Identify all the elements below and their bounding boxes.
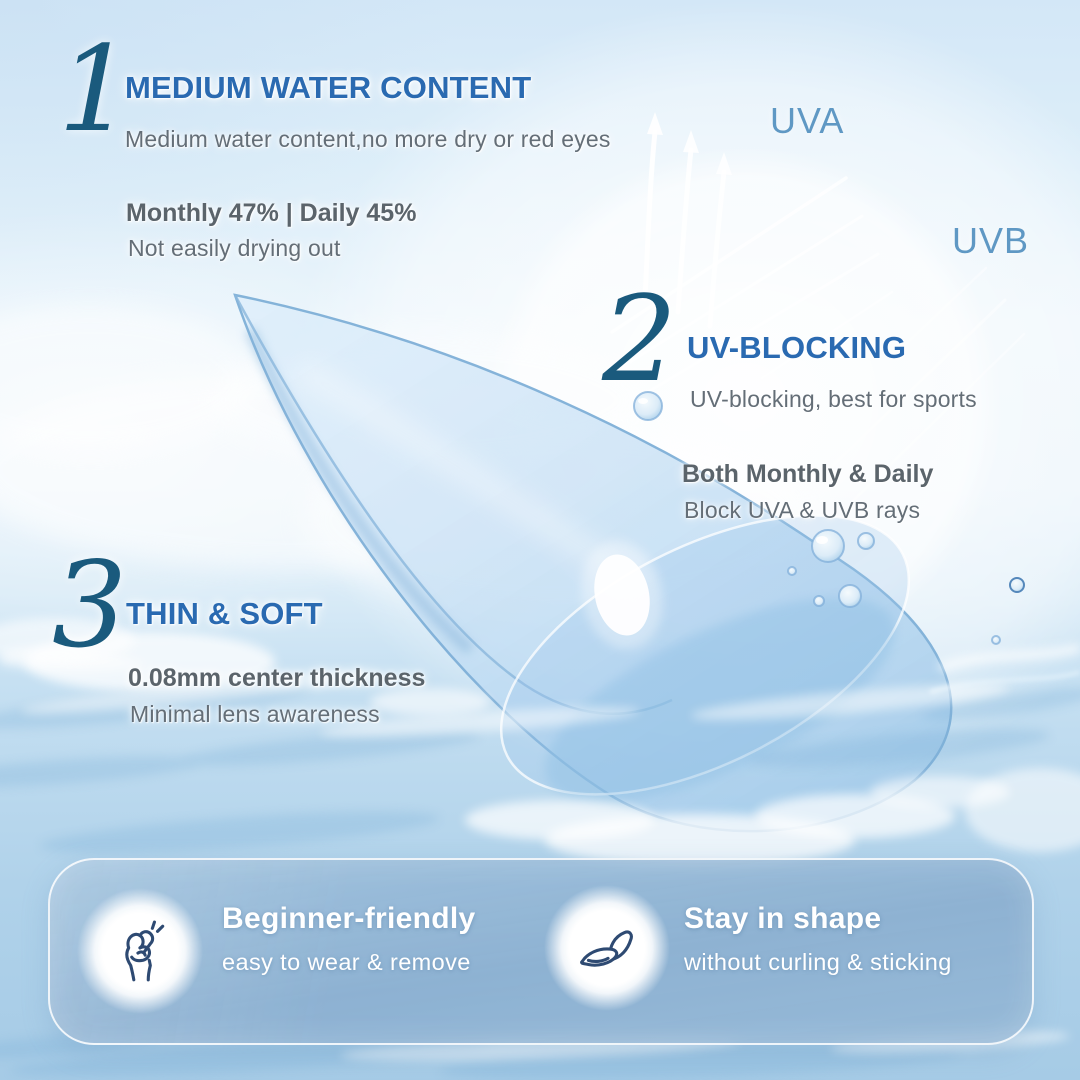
feature-bar: Beginner-friendly easy to wear & remove … — [48, 858, 1034, 1045]
section-3-title: THIN & SOFT — [126, 596, 323, 631]
uva-label: UVA — [770, 100, 845, 141]
section-3-detail-bold: 0.08mm center thickness — [128, 664, 426, 692]
section-1-title: MEDIUM WATER CONTENT — [125, 70, 532, 105]
beginner-friendly-icon-circle — [77, 888, 203, 1014]
section-1-number: 1 — [58, 20, 134, 158]
section-3-number: 3 — [52, 536, 128, 674]
section-1-subtitle: Medium water content,no more dry or red … — [125, 126, 611, 152]
feature-subtitle: without curling & sticking — [684, 949, 952, 975]
uvb-label: UVB — [952, 220, 1030, 261]
feature-title: Beginner-friendly — [222, 902, 476, 935]
section-2-number: 2 — [602, 270, 678, 408]
uv-arrows — [642, 112, 732, 329]
section-2-detail-bold: Both Monthly & Daily — [682, 460, 934, 488]
stay-in-shape-icon-circle — [544, 885, 670, 1011]
water-droplets — [633, 391, 1025, 645]
stay-in-shape-text: Stay in shape without curling & sticking — [684, 902, 952, 976]
section-2-subtitle: UV-blocking, best for sports — [690, 386, 977, 412]
section-1-detail-bold: Monthly 47% | Daily 45% — [126, 199, 417, 227]
feature-subtitle: easy to wear & remove — [222, 949, 471, 975]
beginner-friendly-text: Beginner-friendly easy to wear & remove — [222, 902, 475, 976]
splash-foam — [370, 688, 1010, 866]
section-3-detail: Minimal lens awareness — [130, 701, 380, 727]
section-2-title: UV-BLOCKING — [687, 330, 907, 365]
contact-lenses-icon — [580, 930, 633, 967]
pinch-hand-icon — [125, 920, 165, 982]
uv-rays — [610, 176, 1026, 504]
section-1-detail: Not easily drying out — [128, 235, 341, 261]
section-2-detail: Block UVA & UVB rays — [684, 497, 921, 523]
feature-title: Stay in shape — [684, 902, 882, 935]
